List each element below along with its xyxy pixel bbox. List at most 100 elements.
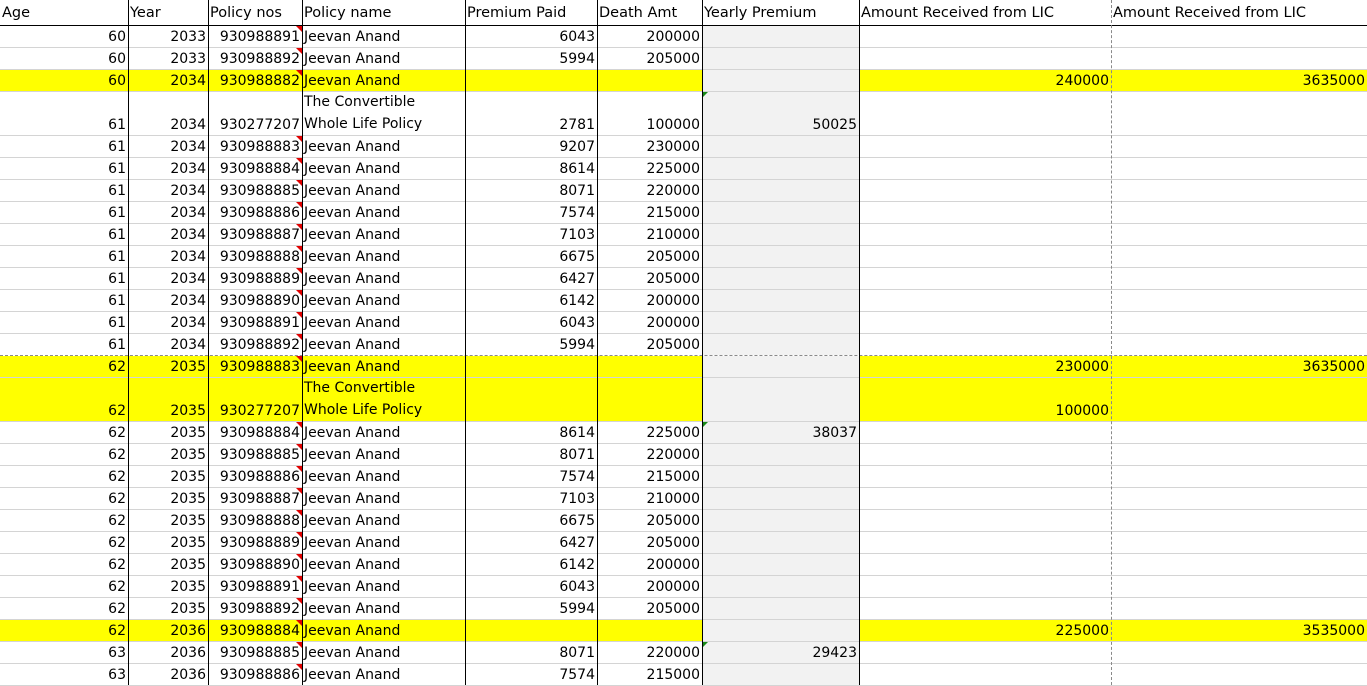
cell-policy-nos[interactable]: 930988888 (208, 246, 302, 267)
cell-year[interactable]: 2034 (170, 293, 206, 309)
cell-amount-received-1[interactable]: 240000 (859, 70, 1111, 91)
cell-policy-nos[interactable]: 930988882 (208, 70, 302, 91)
cell-policy-nos[interactable]: 930988883 (208, 136, 302, 157)
cell-amount-received-2[interactable] (1111, 532, 1367, 553)
cell-year[interactable]: 2035 (170, 513, 206, 529)
cell-year[interactable]: 2036 (128, 620, 208, 641)
cell-policy-name[interactable]: Jeevan Anand (304, 601, 401, 617)
cell-death-amt[interactable]: 205000 (646, 249, 700, 265)
cell-year[interactable]: 2035 (170, 469, 206, 485)
cell-policy-name[interactable]: Jeevan Anand (304, 183, 401, 199)
cell-amount-received-1[interactable] (859, 92, 1111, 135)
cell-age[interactable]: 62 (108, 513, 126, 529)
cell-amount-received-1[interactable] (859, 576, 1111, 597)
cell-policy-name[interactable]: Jeevan Anand (304, 645, 401, 661)
cell-policy-name[interactable]: Jeevan Anand (304, 139, 401, 155)
cell-death-amt[interactable]: 205000 (646, 271, 700, 287)
cell-amount-received-2[interactable] (1111, 92, 1367, 135)
cell-age[interactable]: 61 (108, 205, 126, 221)
cell-policy-name[interactable]: Jeevan Anand (304, 29, 401, 45)
cell-yearly-premium[interactable] (702, 202, 859, 223)
cell-policy-nos[interactable]: 930988885 (208, 642, 302, 663)
cell-amount-received-1[interactable] (859, 598, 1111, 619)
cell-death-amt[interactable]: 215000 (646, 205, 700, 221)
cell-amount-received-1[interactable] (859, 290, 1111, 311)
cell-age[interactable]: 62 (108, 425, 126, 441)
header-year[interactable]: Year (130, 4, 161, 21)
cell-amount-received-2[interactable] (1111, 334, 1367, 355)
cell-year[interactable]: 2034 (170, 271, 206, 287)
cell-death-amt[interactable]: 225000 (646, 161, 700, 177)
cell-age[interactable]: 62 (0, 620, 128, 641)
cell-age[interactable]: 62 (108, 557, 126, 573)
cell-policy-name[interactable]: The Convertible Whole Life Policy (302, 378, 465, 421)
cell-policy-name[interactable]: Jeevan Anand (302, 70, 465, 91)
cell-policy-name[interactable]: Jeevan Anand (304, 667, 401, 683)
cell-yearly-premium[interactable] (702, 444, 859, 465)
cell-death-amt[interactable]: 100000 (646, 117, 700, 133)
cell-policy-nos[interactable]: 930988891 (208, 312, 302, 333)
cell-amount-received-2[interactable] (1111, 664, 1367, 685)
cell-yearly-premium[interactable] (702, 312, 859, 333)
cell-amount-received-2[interactable] (1111, 444, 1367, 465)
cell-year[interactable]: 2035 (170, 601, 206, 617)
cell-policy-name[interactable]: Jeevan Anand (304, 491, 401, 507)
cell-policy-name[interactable]: Jeevan Anand (304, 425, 401, 441)
cell-amount-received-1[interactable] (859, 26, 1111, 47)
cell-amount-received-1[interactable] (859, 312, 1111, 333)
cell-policy-name[interactable]: Jeevan Anand (304, 51, 401, 67)
cell-premium-paid[interactable] (465, 620, 597, 641)
cell-yearly-premium[interactable] (702, 488, 859, 509)
cell-policy-name[interactable]: Jeevan Anand (304, 447, 401, 463)
cell-amount-received-2[interactable] (1111, 290, 1367, 311)
cell-yearly-premium[interactable] (702, 26, 859, 47)
cell-amount-received-1[interactable]: 225000 (859, 620, 1111, 641)
cell-policy-nos[interactable]: 930988884 (208, 158, 302, 179)
cell-age[interactable]: 61 (108, 227, 126, 243)
cell-policy-name[interactable]: Jeevan Anand (302, 356, 465, 377)
cell-amount-received-1[interactable] (859, 268, 1111, 289)
cell-year[interactable]: 2034 (170, 227, 206, 243)
cell-age[interactable]: 60 (108, 29, 126, 45)
cell-yearly-premium[interactable] (702, 290, 859, 311)
cell-policy-nos[interactable]: 930988887 (208, 488, 302, 509)
cell-premium-paid[interactable] (465, 356, 597, 377)
cell-yearly-premium[interactable] (702, 268, 859, 289)
cell-premium-paid[interactable]: 8071 (559, 447, 595, 463)
cell-amount-received-1[interactable] (859, 444, 1111, 465)
cell-policy-nos[interactable]: 930988886 (208, 202, 302, 223)
cell-policy-nos[interactable]: 930277207 (219, 117, 300, 133)
cell-yearly-premium[interactable] (702, 554, 859, 575)
header-policy-nos[interactable]: Policy nos (210, 4, 282, 21)
cell-death-amt[interactable] (597, 356, 702, 377)
cell-amount-received-2[interactable] (1111, 466, 1367, 487)
cell-year[interactable]: 2034 (170, 249, 206, 265)
cell-amount-received-2[interactable] (1111, 48, 1367, 69)
cell-amount-received-2[interactable] (1111, 378, 1367, 421)
cell-policy-name[interactable]: Jeevan Anand (304, 535, 401, 551)
cell-policy-nos[interactable]: 930988890 (208, 554, 302, 575)
cell-premium-paid[interactable]: 9207 (559, 139, 595, 155)
cell-amount-received-2[interactable] (1111, 312, 1367, 333)
cell-amount-received-1[interactable] (859, 664, 1111, 685)
cell-amount-received-2[interactable] (1111, 642, 1367, 663)
cell-year[interactable]: 2035 (170, 425, 206, 441)
cell-premium-paid[interactable]: 7103 (559, 227, 595, 243)
cell-yearly-premium[interactable] (702, 180, 859, 201)
cell-age[interactable]: 61 (108, 139, 126, 155)
cell-death-amt[interactable]: 215000 (646, 469, 700, 485)
header-amount-received-2[interactable]: Amount Received from LIC (1113, 4, 1307, 21)
cell-policy-nos[interactable]: 930988891 (208, 576, 302, 597)
cell-premium-paid[interactable]: 7574 (559, 469, 595, 485)
cell-amount-received-1[interactable] (859, 510, 1111, 531)
cell-age[interactable]: 61 (108, 293, 126, 309)
cell-amount-received-2[interactable] (1111, 202, 1367, 223)
cell-year[interactable]: 2035 (128, 356, 208, 377)
cell-amount-received-2[interactable]: 3635000 (1111, 356, 1367, 377)
cell-policy-name[interactable]: Jeevan Anand (302, 620, 465, 641)
cell-year[interactable]: 2035 (170, 557, 206, 573)
cell-age[interactable]: 62 (108, 601, 126, 617)
cell-year[interactable]: 2033 (170, 29, 206, 45)
header-premium-paid[interactable]: Premium Paid (467, 4, 567, 21)
cell-amount-received-2[interactable] (1111, 224, 1367, 245)
